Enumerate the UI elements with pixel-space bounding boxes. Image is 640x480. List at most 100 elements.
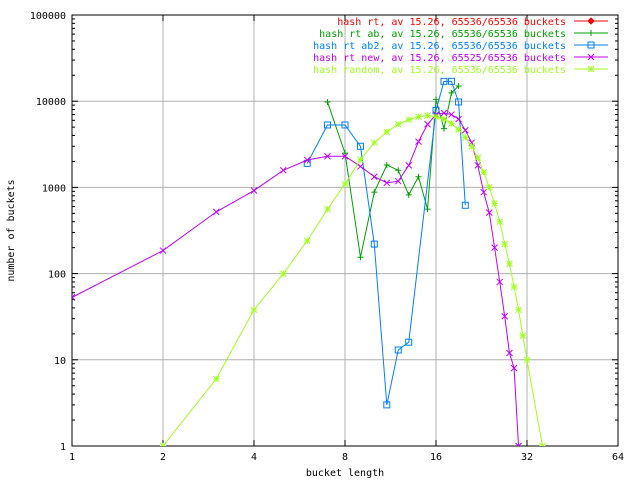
x-tick-label: 2 [160, 452, 166, 463]
data-point [159, 442, 167, 446]
y-tick-label: 1 [60, 442, 66, 453]
data-point [432, 107, 440, 115]
data-point [523, 356, 531, 364]
data-point [501, 240, 509, 248]
data-point [433, 96, 439, 103]
data-point [342, 150, 348, 157]
data-point [474, 154, 482, 162]
x-tick-label: 32 [521, 452, 533, 463]
data-point [519, 332, 527, 340]
data-point [520, 462, 526, 468]
data-point [461, 134, 469, 141]
data-point [250, 306, 258, 314]
data-point [72, 294, 76, 301]
data-point [303, 237, 311, 245]
data-point [587, 17, 595, 25]
data-point [279, 166, 287, 174]
x-axis-label: bucket length [306, 468, 384, 479]
x-tick-label: 64 [612, 452, 624, 463]
data-point [250, 187, 258, 194]
y-axis-label: number of buckets [6, 179, 17, 281]
x-tick-label: 8 [342, 452, 348, 463]
data-point [424, 120, 431, 128]
data-point [383, 128, 391, 136]
data-point [515, 306, 522, 314]
data-point [455, 126, 462, 133]
data-point [356, 142, 364, 150]
data-point [485, 184, 493, 191]
data-point [440, 115, 448, 123]
data-point [415, 173, 422, 180]
data-point [279, 270, 287, 277]
data-point [370, 240, 378, 248]
data-point [485, 209, 493, 216]
series-layer [72, 77, 546, 468]
y-axis: 1 10 100 1000 10000 100000 [30, 11, 618, 453]
data-point [341, 121, 349, 129]
data-point [395, 167, 402, 174]
data-point [424, 112, 431, 119]
data-point [341, 180, 349, 188]
series-line [306, 80, 466, 405]
data-point [461, 201, 469, 209]
data-point [383, 161, 390, 168]
data-point [405, 162, 413, 169]
data-point [480, 168, 487, 176]
data-point [515, 442, 522, 446]
data-point [303, 156, 311, 164]
data-point [324, 152, 331, 160]
data-point [506, 349, 513, 357]
data-point [461, 126, 469, 134]
x-tick-label: 16 [430, 452, 442, 463]
data-point [587, 41, 595, 49]
data-point [448, 120, 455, 127]
data-point [510, 283, 518, 291]
data-point [496, 218, 504, 226]
legend-label: hash rt new, av 15.26, 65525/65536 bucke… [313, 53, 566, 64]
data-point [341, 152, 349, 160]
legend-label: hash rt ab, av 15.26, 65536/65536 bucket… [319, 29, 566, 40]
data-point [501, 312, 509, 320]
data-point [480, 188, 487, 196]
data-point [432, 113, 440, 121]
data-point [506, 260, 513, 268]
series-line [162, 115, 543, 446]
legend-label: hash random, av 15.26, 65536/65536 bucke… [313, 65, 566, 76]
y-tick-label: 10000 [36, 97, 66, 108]
legend-label: hash rt, av 15.26, 65536/65536 buckets [337, 17, 566, 28]
data-point [539, 442, 546, 446]
x-tick-label: 4 [251, 452, 257, 463]
data-point [415, 113, 422, 121]
data-point [510, 364, 518, 372]
data-point [212, 208, 220, 216]
data-point [405, 338, 413, 346]
legend: hash rt, av 15.26, 65536/65536 bucketsha… [313, 17, 608, 76]
y-tick-label: 100 [48, 270, 66, 281]
data-point [159, 247, 167, 254]
data-point [491, 244, 498, 252]
series-5 [159, 112, 546, 446]
data-point [447, 77, 455, 85]
data-point [424, 206, 431, 213]
data-point [394, 120, 402, 128]
data-point [468, 142, 476, 150]
data-point [212, 375, 220, 383]
legend-label: hash rt ab2, av 15.26, 65536/65536 bucke… [313, 41, 566, 52]
data-point [370, 173, 378, 181]
data-point [324, 205, 331, 213]
y-tick-label: 100000 [30, 11, 66, 22]
data-point [357, 254, 364, 261]
data-point [448, 89, 455, 96]
x-tick-label: 1 [69, 452, 75, 463]
data-point [405, 116, 413, 124]
data-point [370, 139, 378, 147]
series-2 [324, 83, 462, 261]
data-point [394, 177, 402, 185]
data-point [383, 401, 391, 409]
series-3 [303, 77, 469, 409]
data-point [455, 83, 462, 90]
data-point [455, 98, 463, 106]
data-point [394, 346, 402, 354]
y-tick-label: 10 [54, 356, 66, 367]
